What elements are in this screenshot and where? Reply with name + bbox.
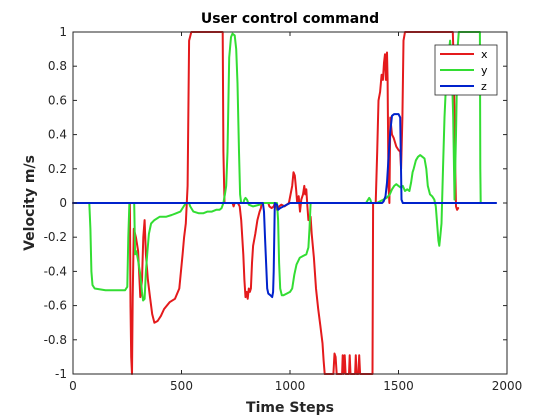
x-tick-label: 1000 (275, 379, 306, 393)
y-tick-label: -0.6 (44, 299, 67, 313)
series-line-y (85, 31, 482, 302)
x-tick-label: 0 (69, 379, 77, 393)
y-tick-label: 0.2 (48, 162, 67, 176)
y-tick-label: -0.4 (44, 264, 67, 278)
y-tick-label: -0.2 (44, 230, 67, 244)
y-tick-label: 0.6 (48, 93, 67, 107)
series-line-z (72, 113, 498, 299)
y-tick-label: 0.8 (48, 59, 67, 73)
x-tick-label: 500 (170, 379, 193, 393)
y-axis-label: Velocity m/s (22, 155, 38, 251)
ticks-layer: 0 500 1000 1500 2000 -1 -0.8 -0.6 -0.4 -0.2 0 0.2 0.… (44, 25, 523, 393)
x-axis-label: Time Steps (246, 400, 334, 416)
x-tick-label: 2000 (492, 379, 523, 393)
y-tick-label: 0.4 (48, 128, 67, 142)
chart-title: User control command (201, 11, 379, 27)
series-layer (72, 31, 498, 375)
legend-label-z: z (481, 80, 487, 93)
y-tick-label: 1 (59, 25, 67, 39)
y-tick-label: -1 (55, 367, 67, 381)
legend-label-x: x (481, 48, 488, 61)
y-tick-label: -0.8 (44, 333, 67, 347)
legend-entries: xyz (440, 48, 488, 93)
x-tick-label: 1500 (383, 379, 414, 393)
y-tick-label: 0 (59, 196, 67, 210)
legend-label-y: y (481, 64, 488, 77)
legend: xyz (434, 44, 498, 96)
series-line-x (72, 31, 460, 375)
